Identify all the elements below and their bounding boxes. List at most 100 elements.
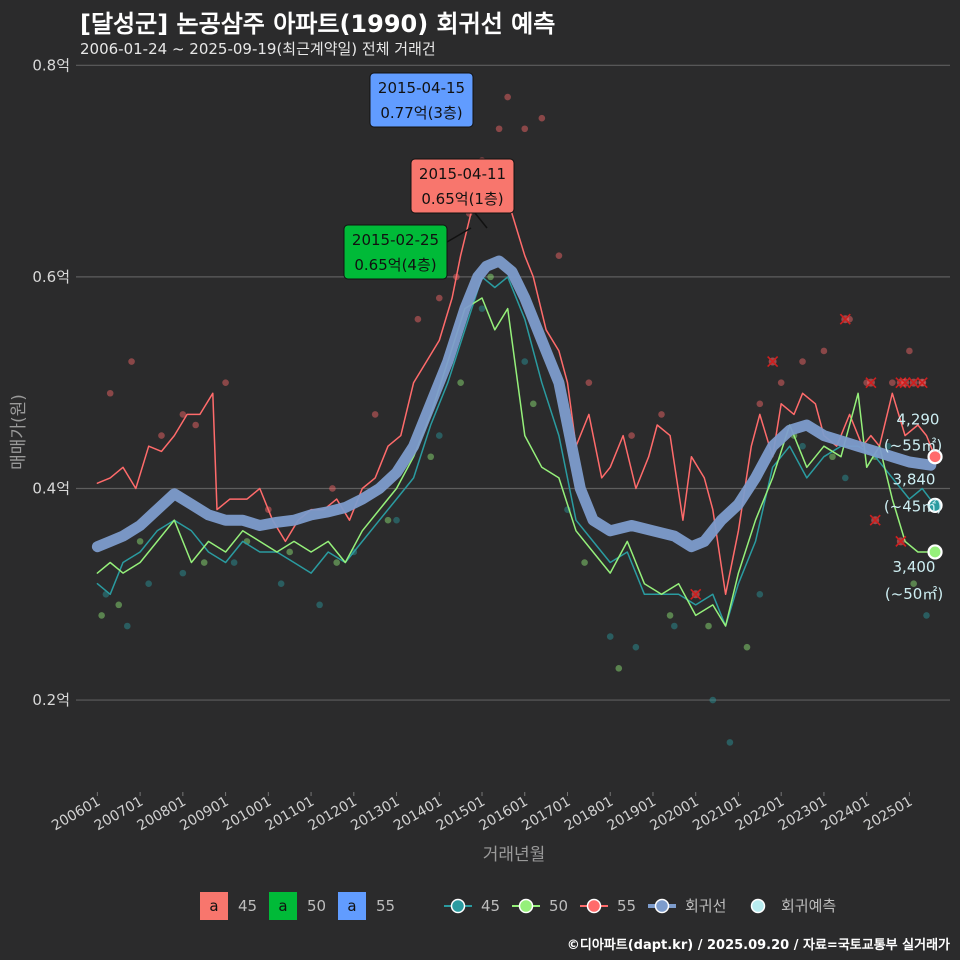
scatter-point-s50 (333, 559, 341, 566)
legend-label: 50 (307, 897, 326, 915)
endpoint-s45 (927, 497, 943, 514)
legend-label: 50 (549, 897, 568, 915)
series-line-55 (96, 159, 936, 596)
annotation-date: 2015-04-11 (419, 165, 506, 183)
scatter-points (98, 93, 930, 746)
cross-marker (899, 377, 911, 389)
series-line-회귀선 (91, 255, 937, 553)
x-tick-label: 202501 (861, 794, 915, 835)
scatter-point-s50 (136, 538, 144, 545)
scatter-point-s55 (435, 294, 443, 302)
y-tick-label: 0.4억 (32, 479, 70, 497)
x-axis-title: 거래년월 (483, 845, 546, 865)
scatter-point-s50 (615, 665, 623, 672)
endpoint-value: 4,290 (897, 411, 940, 429)
scatter-point-s45 (923, 612, 930, 619)
endpoint-area: (~45㎡) (884, 497, 942, 515)
scatter-point-s55 (504, 93, 511, 101)
scatter-point-s50 (457, 379, 464, 386)
chart-canvas: 0.2억 0.4억 0.6억 0.8억 20060120070120080120090… (9, 56, 950, 920)
endpoint-markers: 4,290 (~55㎡) 3,840 (~45㎡) 3,400 (~50㎡) (884, 411, 943, 603)
scatter-point-s45 (632, 643, 640, 651)
legend-label: 45 (238, 897, 257, 915)
scatter-point-s55 (371, 411, 379, 418)
scatter-point-s45 (435, 432, 443, 439)
scatter-point-s50 (829, 453, 836, 461)
scatter-point-s45 (521, 358, 529, 365)
cross-marker (869, 514, 881, 526)
scatter-point-s45 (709, 696, 717, 704)
annotation-date: 2015-04-15 (378, 79, 465, 97)
cross-marker-x (839, 313, 851, 325)
legend-label: 55 (617, 897, 636, 915)
credit-text: ©디아파트(dapt.kr) / 2025.09.20 / 자료=국토교통부 실… (566, 938, 950, 953)
chart-subtitle: 2006-01-24 ~ 2025-09-19(최근계약일) 전체 거래건 (80, 40, 436, 58)
legend-glyph: a (347, 897, 356, 915)
scatter-point-s45 (756, 590, 764, 598)
annotation-box (343, 224, 448, 280)
scatter-point-s50 (200, 559, 208, 566)
scatter-point-s50 (115, 601, 123, 609)
cross-marker-x (767, 355, 779, 368)
scatter-point-s45 (884, 442, 892, 450)
scatter-point-s45 (316, 601, 323, 609)
scatter-point-s55 (555, 252, 563, 260)
scatter-point-s45 (145, 580, 152, 587)
scatter-point-s55 (192, 421, 199, 429)
cross-marker-x (899, 377, 911, 389)
y-tick-label: 0.6억 (32, 268, 70, 286)
scatter-point-s45 (726, 739, 734, 746)
annotation-date: 2015-02-25 (352, 231, 439, 249)
scatter-point-s50 (581, 559, 588, 566)
scatter-point-s55 (889, 379, 896, 386)
scatter-point-s55 (495, 125, 503, 133)
scatter-point-s50 (910, 580, 917, 587)
endpoint-s50 (927, 544, 943, 560)
endpoint-area: (~55㎡) (884, 437, 942, 455)
annotation-price: 0.65억(1층) (421, 190, 503, 208)
endpoint-s55 (927, 449, 943, 465)
cross-marker (908, 377, 920, 389)
cross-marker-x (690, 588, 702, 600)
scatter-point-s50 (427, 453, 435, 461)
scatter-point-s55 (106, 389, 114, 397)
scatter-point-s50 (384, 516, 392, 524)
scatter-point-s55 (538, 114, 546, 122)
cross-marker-x (908, 377, 920, 389)
scatter-point-s50 (705, 622, 712, 630)
scatter-point-s45 (671, 622, 678, 630)
scatter-point-s45 (478, 305, 486, 312)
endpoint-value: 3,840 (893, 470, 936, 488)
series-lines (91, 159, 937, 627)
legend-dot-회귀선 (654, 898, 670, 914)
cross-marker (690, 588, 702, 600)
scatter-point-s55 (628, 432, 635, 439)
annotation-leader (474, 212, 488, 229)
legend-dot-50 (518, 898, 534, 914)
scatter-point-s50 (743, 643, 751, 651)
legend-glyph: a (209, 897, 218, 915)
cross-marker (916, 377, 928, 389)
annotation-price: 0.65억(4층) (354, 256, 436, 274)
scatter-point-s55 (222, 379, 229, 386)
legend-key-45 (200, 892, 228, 920)
annotation-leader (446, 227, 472, 243)
scatter-point-s50 (530, 400, 537, 408)
cross-marker (767, 355, 779, 368)
cross-marker (839, 313, 851, 325)
annotation-price: 0.77억(3층) (380, 104, 462, 122)
legend-glyph: a (278, 897, 287, 915)
legend-key-55 (338, 892, 366, 920)
legend-label: 45 (481, 897, 500, 915)
legend-label: 회귀선 (685, 897, 726, 915)
scatter-point-s45 (230, 559, 238, 566)
y-axis: 0.2억 0.4억 0.6억 0.8억 (32, 56, 70, 709)
scatter-point-s50 (286, 548, 293, 556)
scatter-point-s50 (98, 612, 105, 619)
y-tick-label: 0.2억 (32, 691, 70, 709)
scatter-point-s45 (277, 580, 285, 587)
legend-dot-45 (450, 898, 466, 914)
cross-marker-x (865, 377, 877, 389)
scatter-point-s55 (658, 411, 665, 418)
scatter-point-s45 (606, 633, 614, 640)
